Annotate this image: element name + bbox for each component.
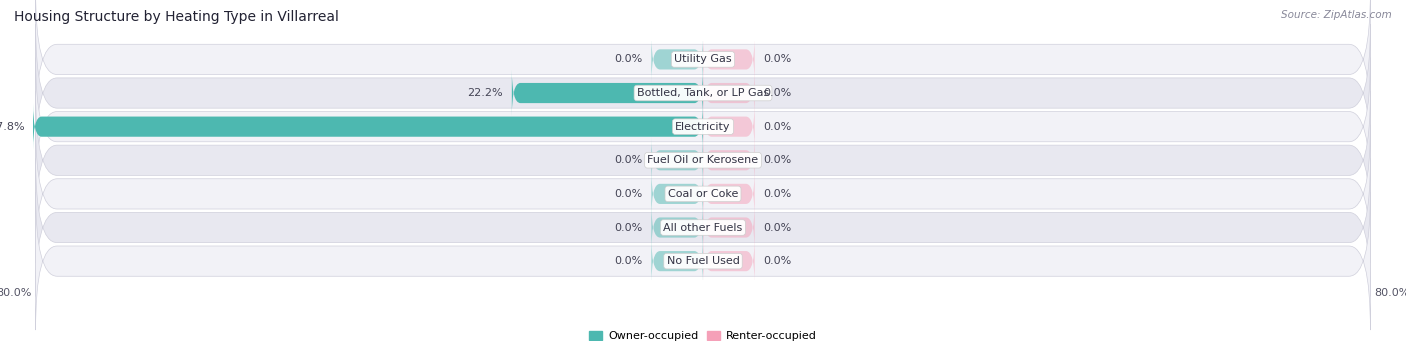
Text: No Fuel Used: No Fuel Used <box>666 256 740 266</box>
FancyBboxPatch shape <box>35 58 1371 196</box>
Text: Electricity: Electricity <box>675 122 731 132</box>
FancyBboxPatch shape <box>651 170 703 218</box>
Text: Source: ZipAtlas.com: Source: ZipAtlas.com <box>1281 10 1392 20</box>
FancyBboxPatch shape <box>651 36 703 83</box>
FancyBboxPatch shape <box>512 70 703 117</box>
FancyBboxPatch shape <box>651 137 703 184</box>
Text: Utility Gas: Utility Gas <box>675 55 731 64</box>
Text: 0.0%: 0.0% <box>614 155 643 165</box>
FancyBboxPatch shape <box>651 204 703 251</box>
FancyBboxPatch shape <box>35 159 1371 296</box>
Text: 0.0%: 0.0% <box>614 223 643 233</box>
FancyBboxPatch shape <box>703 238 755 285</box>
Text: Housing Structure by Heating Type in Villarreal: Housing Structure by Heating Type in Vil… <box>14 10 339 24</box>
Text: 0.0%: 0.0% <box>614 256 643 266</box>
FancyBboxPatch shape <box>35 192 1371 330</box>
FancyBboxPatch shape <box>35 125 1371 263</box>
Text: 0.0%: 0.0% <box>763 256 792 266</box>
Text: 0.0%: 0.0% <box>763 122 792 132</box>
FancyBboxPatch shape <box>35 0 1371 128</box>
FancyBboxPatch shape <box>703 103 755 150</box>
Text: 22.2%: 22.2% <box>468 88 503 98</box>
Text: 0.0%: 0.0% <box>614 189 643 199</box>
Text: Coal or Coke: Coal or Coke <box>668 189 738 199</box>
Text: 0.0%: 0.0% <box>763 155 792 165</box>
Text: 0.0%: 0.0% <box>763 223 792 233</box>
Text: Fuel Oil or Kerosene: Fuel Oil or Kerosene <box>647 155 759 165</box>
FancyBboxPatch shape <box>703 36 755 83</box>
FancyBboxPatch shape <box>35 24 1371 162</box>
FancyBboxPatch shape <box>35 91 1371 229</box>
Text: Bottled, Tank, or LP Gas: Bottled, Tank, or LP Gas <box>637 88 769 98</box>
Text: 0.0%: 0.0% <box>763 55 792 64</box>
Text: 0.0%: 0.0% <box>763 88 792 98</box>
FancyBboxPatch shape <box>703 170 755 218</box>
FancyBboxPatch shape <box>32 103 703 150</box>
FancyBboxPatch shape <box>703 70 755 117</box>
FancyBboxPatch shape <box>703 137 755 184</box>
Text: 77.8%: 77.8% <box>0 122 24 132</box>
FancyBboxPatch shape <box>651 238 703 285</box>
FancyBboxPatch shape <box>703 204 755 251</box>
Legend: Owner-occupied, Renter-occupied: Owner-occupied, Renter-occupied <box>585 326 821 341</box>
Text: 0.0%: 0.0% <box>763 189 792 199</box>
Text: 0.0%: 0.0% <box>614 55 643 64</box>
Text: All other Fuels: All other Fuels <box>664 223 742 233</box>
